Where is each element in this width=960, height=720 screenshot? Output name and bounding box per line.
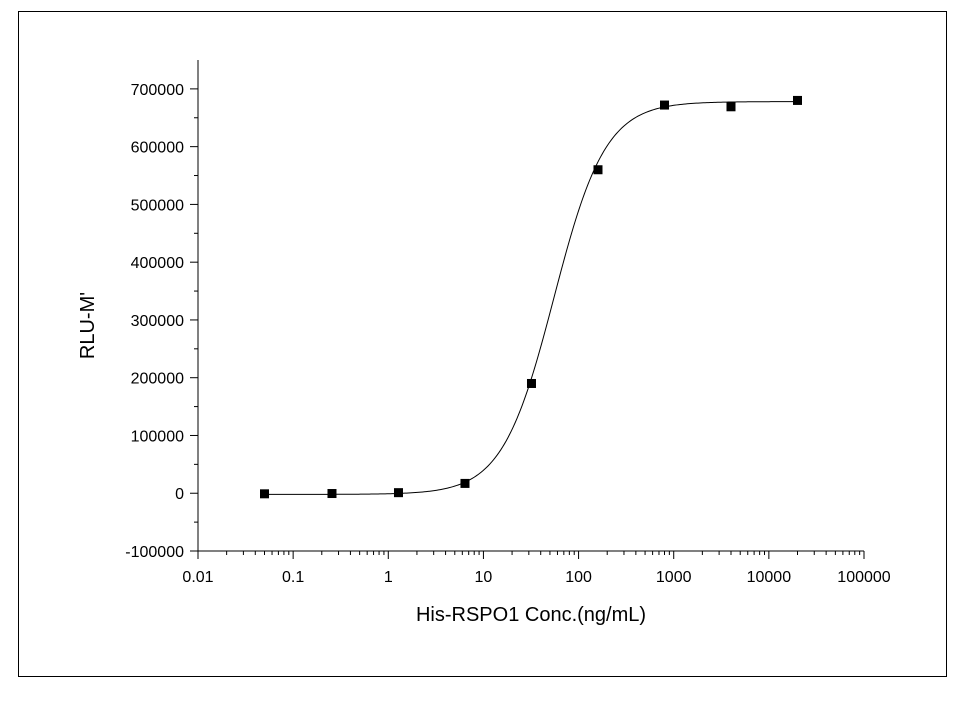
data-point bbox=[327, 489, 337, 499]
x-axis-ticks: 0.01 0.1 1 10 100 1000 10000 100000 bbox=[182, 551, 891, 586]
x-tick-label: 1000 bbox=[656, 569, 692, 586]
data-point bbox=[460, 478, 470, 488]
data-point bbox=[393, 488, 403, 498]
x-axis-title: His-RSPO1 Conc.(ng/mL) bbox=[416, 604, 646, 626]
x-tick-label: 10000 bbox=[747, 569, 792, 586]
y-tick-label: 300000 bbox=[131, 313, 184, 330]
data-point bbox=[593, 165, 603, 175]
data-point bbox=[726, 102, 736, 112]
y-axis-title: RLU-M' bbox=[77, 292, 99, 359]
x-tick-label: 100000 bbox=[837, 569, 890, 586]
y-tick-label: -100000 bbox=[125, 544, 184, 561]
data-point bbox=[659, 100, 669, 110]
y-axis-ticks: -100000 0 100000 200000 300000 400000 500000 60… bbox=[125, 82, 198, 561]
x-tick-label: 100 bbox=[565, 569, 592, 586]
x-tick-label: 0.01 bbox=[182, 569, 213, 586]
axes bbox=[197, 60, 864, 552]
y-tick-label: 0 bbox=[175, 486, 184, 503]
data-point bbox=[260, 489, 270, 499]
fit-curve bbox=[264, 101, 798, 495]
x-tick-label: 10 bbox=[475, 569, 493, 586]
data-points bbox=[260, 95, 802, 499]
y-tick-label: 500000 bbox=[131, 197, 184, 214]
y-tick-label: 600000 bbox=[131, 140, 184, 157]
x-tick-label: 0.1 bbox=[282, 569, 304, 586]
chart-frame bbox=[18, 11, 947, 677]
y-tick-label: 400000 bbox=[131, 255, 184, 272]
y-tick-label: 100000 bbox=[131, 428, 184, 445]
y-tick-label: 700000 bbox=[131, 82, 184, 99]
y-tick-label: 200000 bbox=[131, 371, 184, 388]
data-point bbox=[526, 378, 536, 388]
data-point bbox=[792, 95, 802, 105]
x-tick-label: 1 bbox=[384, 569, 393, 586]
fit-curve-layer bbox=[264, 101, 798, 495]
